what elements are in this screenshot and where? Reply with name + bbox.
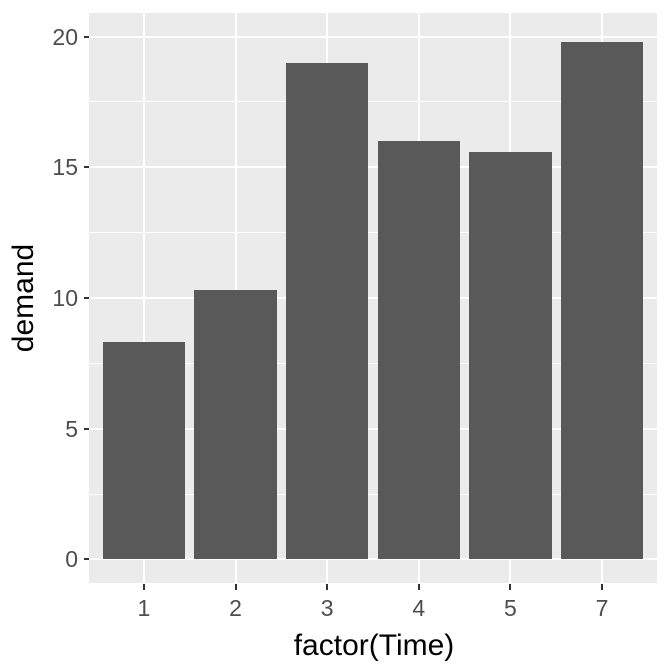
y-tick-label: 10 [52,285,78,311]
minor-gridline [89,493,657,495]
y-tick-mark [84,297,89,299]
y-tick-label: 15 [52,154,78,181]
x-tick-mark [234,584,237,590]
minor-gridline [89,362,657,364]
x-tick-label: 5 [504,595,517,621]
y-tick-mark [84,35,89,38]
x-tick-mark [142,584,145,590]
bar-category-4 [377,141,461,560]
x-tick-label: 7 [595,595,609,621]
bar-category-1 [102,342,186,560]
y-tick-label: 0 [65,546,78,573]
bar-category-2 [194,290,277,560]
x-tick-mark [601,584,604,590]
x-axis-title: factor(Time) [293,629,455,662]
y-tick-mark [84,166,89,169]
bar-category-7 [560,41,644,560]
y-tick-mark [84,558,89,561]
x-tick-label: 3 [320,595,334,621]
major-gridline [89,427,657,430]
major-gridline [89,35,657,38]
x-tick-label: 1 [137,595,151,621]
major-gridline [89,166,657,169]
y-tick-label: 5 [65,415,78,442]
x-tick-mark [509,584,512,590]
y-tick-mark [84,427,89,430]
major-gridline [89,297,657,299]
category-gridline [142,13,145,583]
x-tick-label: 2 [229,595,242,621]
x-tick-mark [417,584,420,590]
bar-category-5 [469,151,552,560]
x-tick-mark [326,584,329,590]
minor-gridline [89,101,657,103]
bar-category-3 [285,62,369,560]
major-gridline [89,558,657,561]
minor-gridline [89,232,657,234]
y-tick-label: 20 [52,23,78,50]
x-tick-label: 4 [412,595,426,621]
